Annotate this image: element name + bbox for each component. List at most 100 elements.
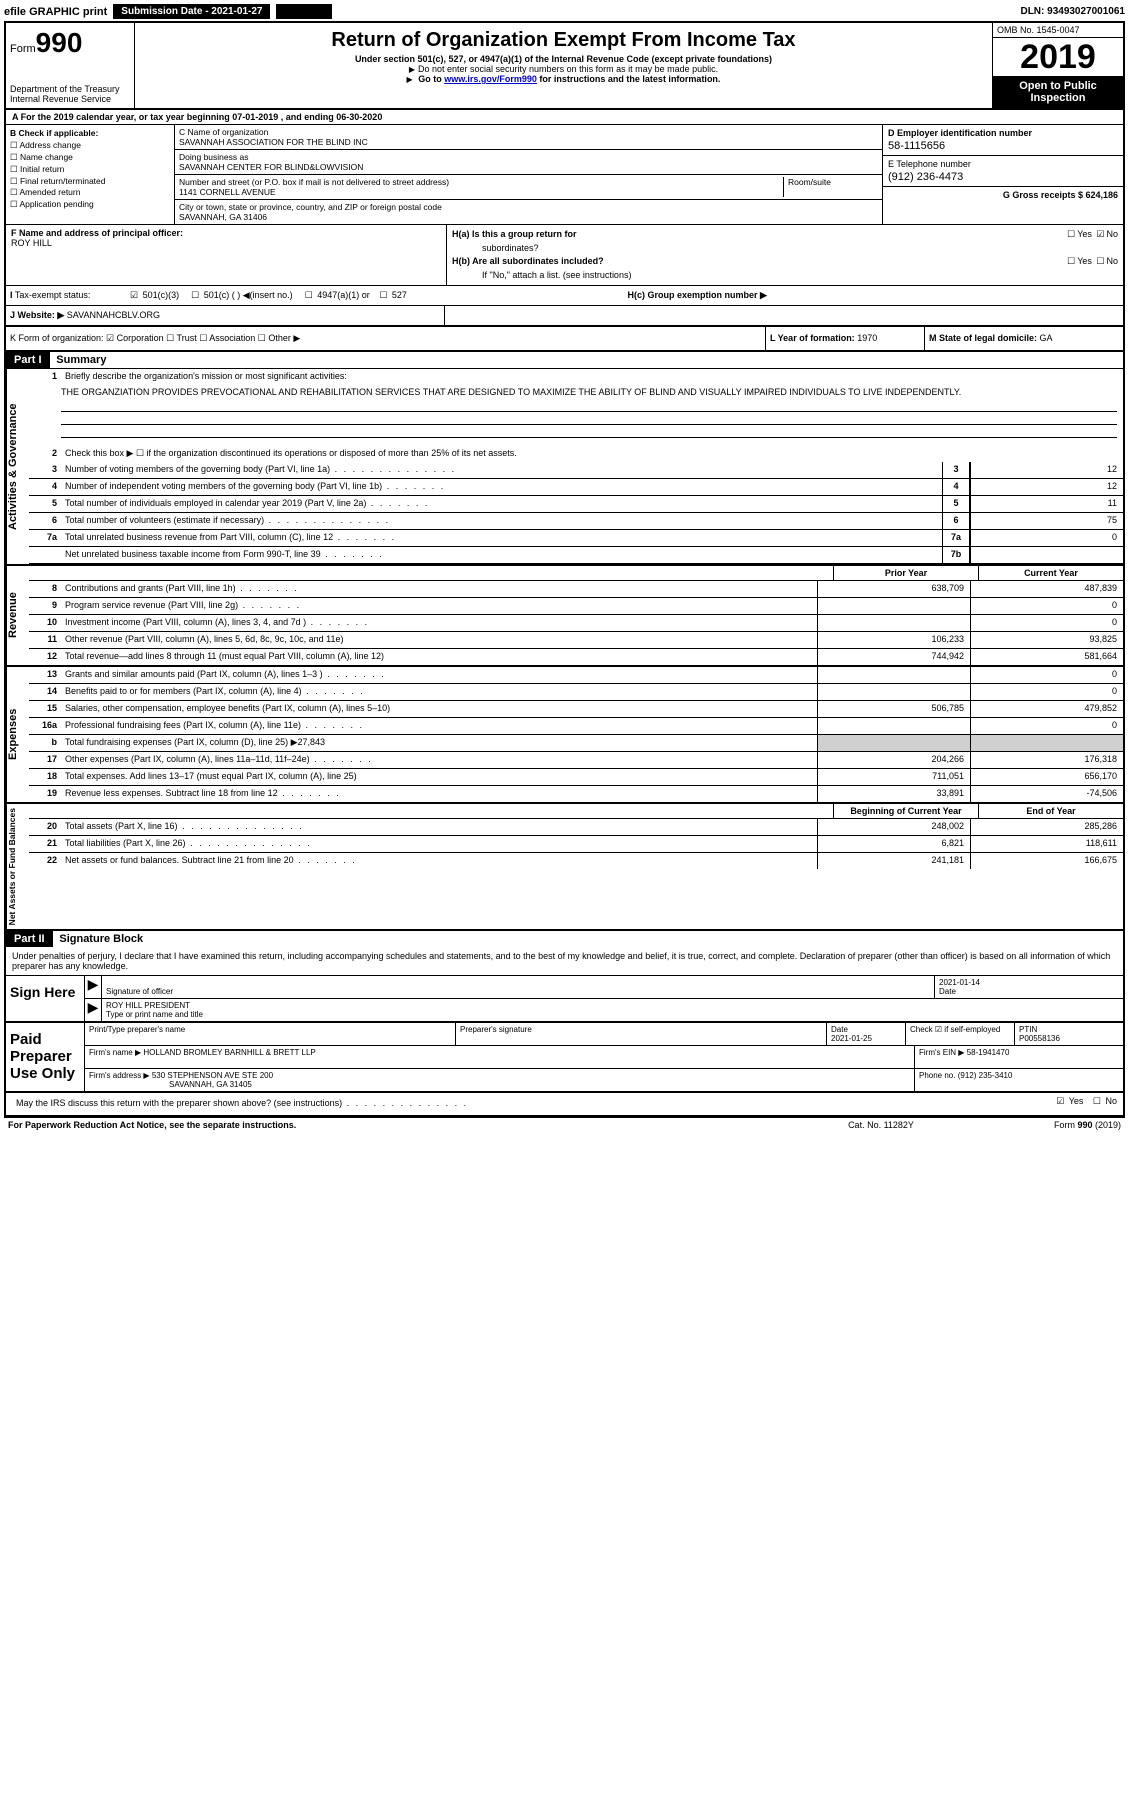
line3-val: 12 [970,462,1123,478]
l17: Other expenses (Part IX, column (A), lin… [61,752,817,768]
p9 [817,598,970,614]
col-h-group: H(a) Is this a group return for Yes No s… [447,225,1123,285]
part1-header-row: Part I Summary [6,352,1123,369]
ha-no[interactable]: No [1106,229,1118,239]
l8: Contributions and grants (Part VIII, lin… [61,581,817,597]
c-city: City or town, state or province, country… [175,200,882,224]
c-name-value: SAVANNAH ASSOCIATION FOR THE BLIND INC [179,137,368,147]
rev-col-hdr: Prior YearCurrent Year [29,566,1123,581]
paid-prep-label: Paid Preparer Use Only [6,1023,85,1091]
l12: Total revenue—add lines 8 through 11 (mu… [61,649,817,665]
type-name-cell: ROY HILL PRESIDENTType or print name and… [102,999,1123,1021]
opt-527[interactable]: 527 [392,290,407,300]
may-irs-text: May the IRS discuss this return with the… [12,1096,977,1112]
p22: 241,181 [817,853,970,869]
c-dba: Doing business as SAVANNAH CENTER FOR BL… [175,150,882,175]
p15: 506,785 [817,701,970,717]
chk-amended[interactable]: Amended return [10,187,80,197]
form-num: 990 [36,27,83,58]
beg-hdr: Beginning of Current Year [833,804,978,818]
efile-label: efile GRAPHIC print [4,6,107,18]
chk-application[interactable]: Application pending [10,199,94,209]
l19: Revenue less expenses. Subtract line 18 … [61,786,817,802]
prior-hdr: Prior Year [833,566,978,580]
city-label: City or town, state or province, country… [179,202,442,212]
opt-501c[interactable]: 501(c) ( ) ◀(insert no.) [204,290,293,300]
c16b [970,735,1123,751]
may-irs-row: May the IRS discuss this return with the… [6,1093,1123,1116]
chk-final-return[interactable]: Final return/terminated [10,176,106,186]
l21: Total liabilities (Part X, line 26) [61,836,817,852]
submission-date-btn[interactable]: Submission Date - 2021-01-27 [113,4,270,19]
dba-label: Doing business as [179,152,248,162]
p16b [817,735,970,751]
e-phone: E Telephone number (912) 236-4473 [883,156,1123,187]
line7b-val [970,547,1123,563]
firm-phone-cell: Phone no. (912) 235-3410 [915,1069,1123,1091]
ha-row: H(a) Is this a group return for Yes No s… [452,228,1118,255]
line7a-desc: Total unrelated business revenue from Pa… [61,530,942,546]
prep-name-cell: Print/Type preparer's name [85,1023,456,1045]
side-ag: Activities & Governance [6,369,29,564]
page-footer: For Paperwork Reduction Act Notice, see … [4,1118,1125,1132]
line1-desc: Briefly describe the organization's miss… [61,369,1123,385]
opt-501c3[interactable]: 501(c)(3) [143,290,180,300]
open-inspection: Open to Public Inspection [993,76,1123,108]
tax-status-opts: 501(c)(3) 501(c) ( ) ◀(insert no.) 4947(… [124,286,624,305]
irs-link[interactable]: www.irs.gov/Form990 [444,74,537,84]
sub3-post: for instructions and the latest informat… [537,74,721,84]
p13 [817,667,970,683]
row-a-text: A For the 2019 calendar year, or tax yea… [12,112,382,122]
line3-desc: Number of voting members of the governin… [61,462,942,478]
header-right: OMB No. 1545-0047 2019 Open to Public In… [992,23,1123,108]
hb-yes[interactable]: Yes [1077,256,1092,266]
paid-preparer-block: Paid Preparer Use Only Print/Type prepar… [6,1023,1123,1093]
l20: Total assets (Part X, line 16) [61,819,817,835]
part1-badge: Part I [6,352,50,368]
p17: 204,266 [817,752,970,768]
chk-name-change[interactable]: Name change [10,152,73,162]
part2-badge: Part II [6,931,53,947]
l14: Benefits paid to or for members (Part IX… [61,684,817,700]
chk-address-change[interactable]: Address change [10,140,81,150]
blank-btn[interactable] [276,4,332,19]
col-b-checkboxes: B Check if applicable: Address change Na… [6,125,175,224]
form-prefix: Form [10,43,36,55]
line6-desc: Total number of volunteers (estimate if … [61,513,942,529]
l22: Net assets or fund balances. Subtract li… [61,853,817,869]
c22: 166,675 [970,853,1123,869]
p10 [817,615,970,631]
hb2-label: If "No," attach a list. (see instruction… [452,270,631,280]
c16a: 0 [970,718,1123,734]
c-address: Number and street (or P.O. box if mail i… [175,175,882,200]
phone-value: (912) 236-4473 [888,171,1118,183]
footer-paperwork: For Paperwork Reduction Act Notice, see … [8,1120,781,1130]
ha-yes[interactable]: Yes [1077,229,1092,239]
l16b: Total fundraising expenses (Part IX, col… [61,735,817,751]
firm-name-cell: Firm's name ▶ HOLLAND BROMLEY BARNHILL &… [85,1046,915,1068]
chk-initial-return[interactable]: Initial return [10,164,64,174]
block-bcdefg: B Check if applicable: Address change Na… [6,125,1123,225]
addr-label: Number and street (or P.O. box if mail i… [179,177,449,187]
top-bar: efile GRAPHIC print Submission Date - 20… [4,4,1125,19]
expenses-section: Expenses 13Grants and similar amounts pa… [6,667,1123,804]
opt-4947[interactable]: 4947(a)(1) or [317,290,370,300]
hb-no[interactable]: No [1106,256,1118,266]
city-value: SAVANNAH, GA 31406 [179,212,267,222]
net-col-hdr: Beginning of Current YearEnd of Year [29,804,1123,819]
c9: 0 [970,598,1123,614]
line2-desc: Check this box ▶ ☐ if the organization d… [61,446,1123,462]
part2-header-row: Part II Signature Block [6,931,1123,947]
c15: 479,852 [970,701,1123,717]
m-state-domicile: M State of legal domicile: GA [924,327,1123,350]
part2-title: Signature Block [55,931,147,947]
c-name-label: C Name of organization [179,127,268,137]
l16a: Professional fundraising fees (Part IX, … [61,718,817,734]
c10: 0 [970,615,1123,631]
officer-name: ROY HILL [11,238,52,248]
block-fh: F Name and address of principal officer:… [6,225,1123,286]
footer-form: Form 990 (2019) [981,1120,1121,1130]
spacer [445,306,1123,325]
part1-title: Summary [52,352,110,368]
line7a-val: 0 [970,530,1123,546]
